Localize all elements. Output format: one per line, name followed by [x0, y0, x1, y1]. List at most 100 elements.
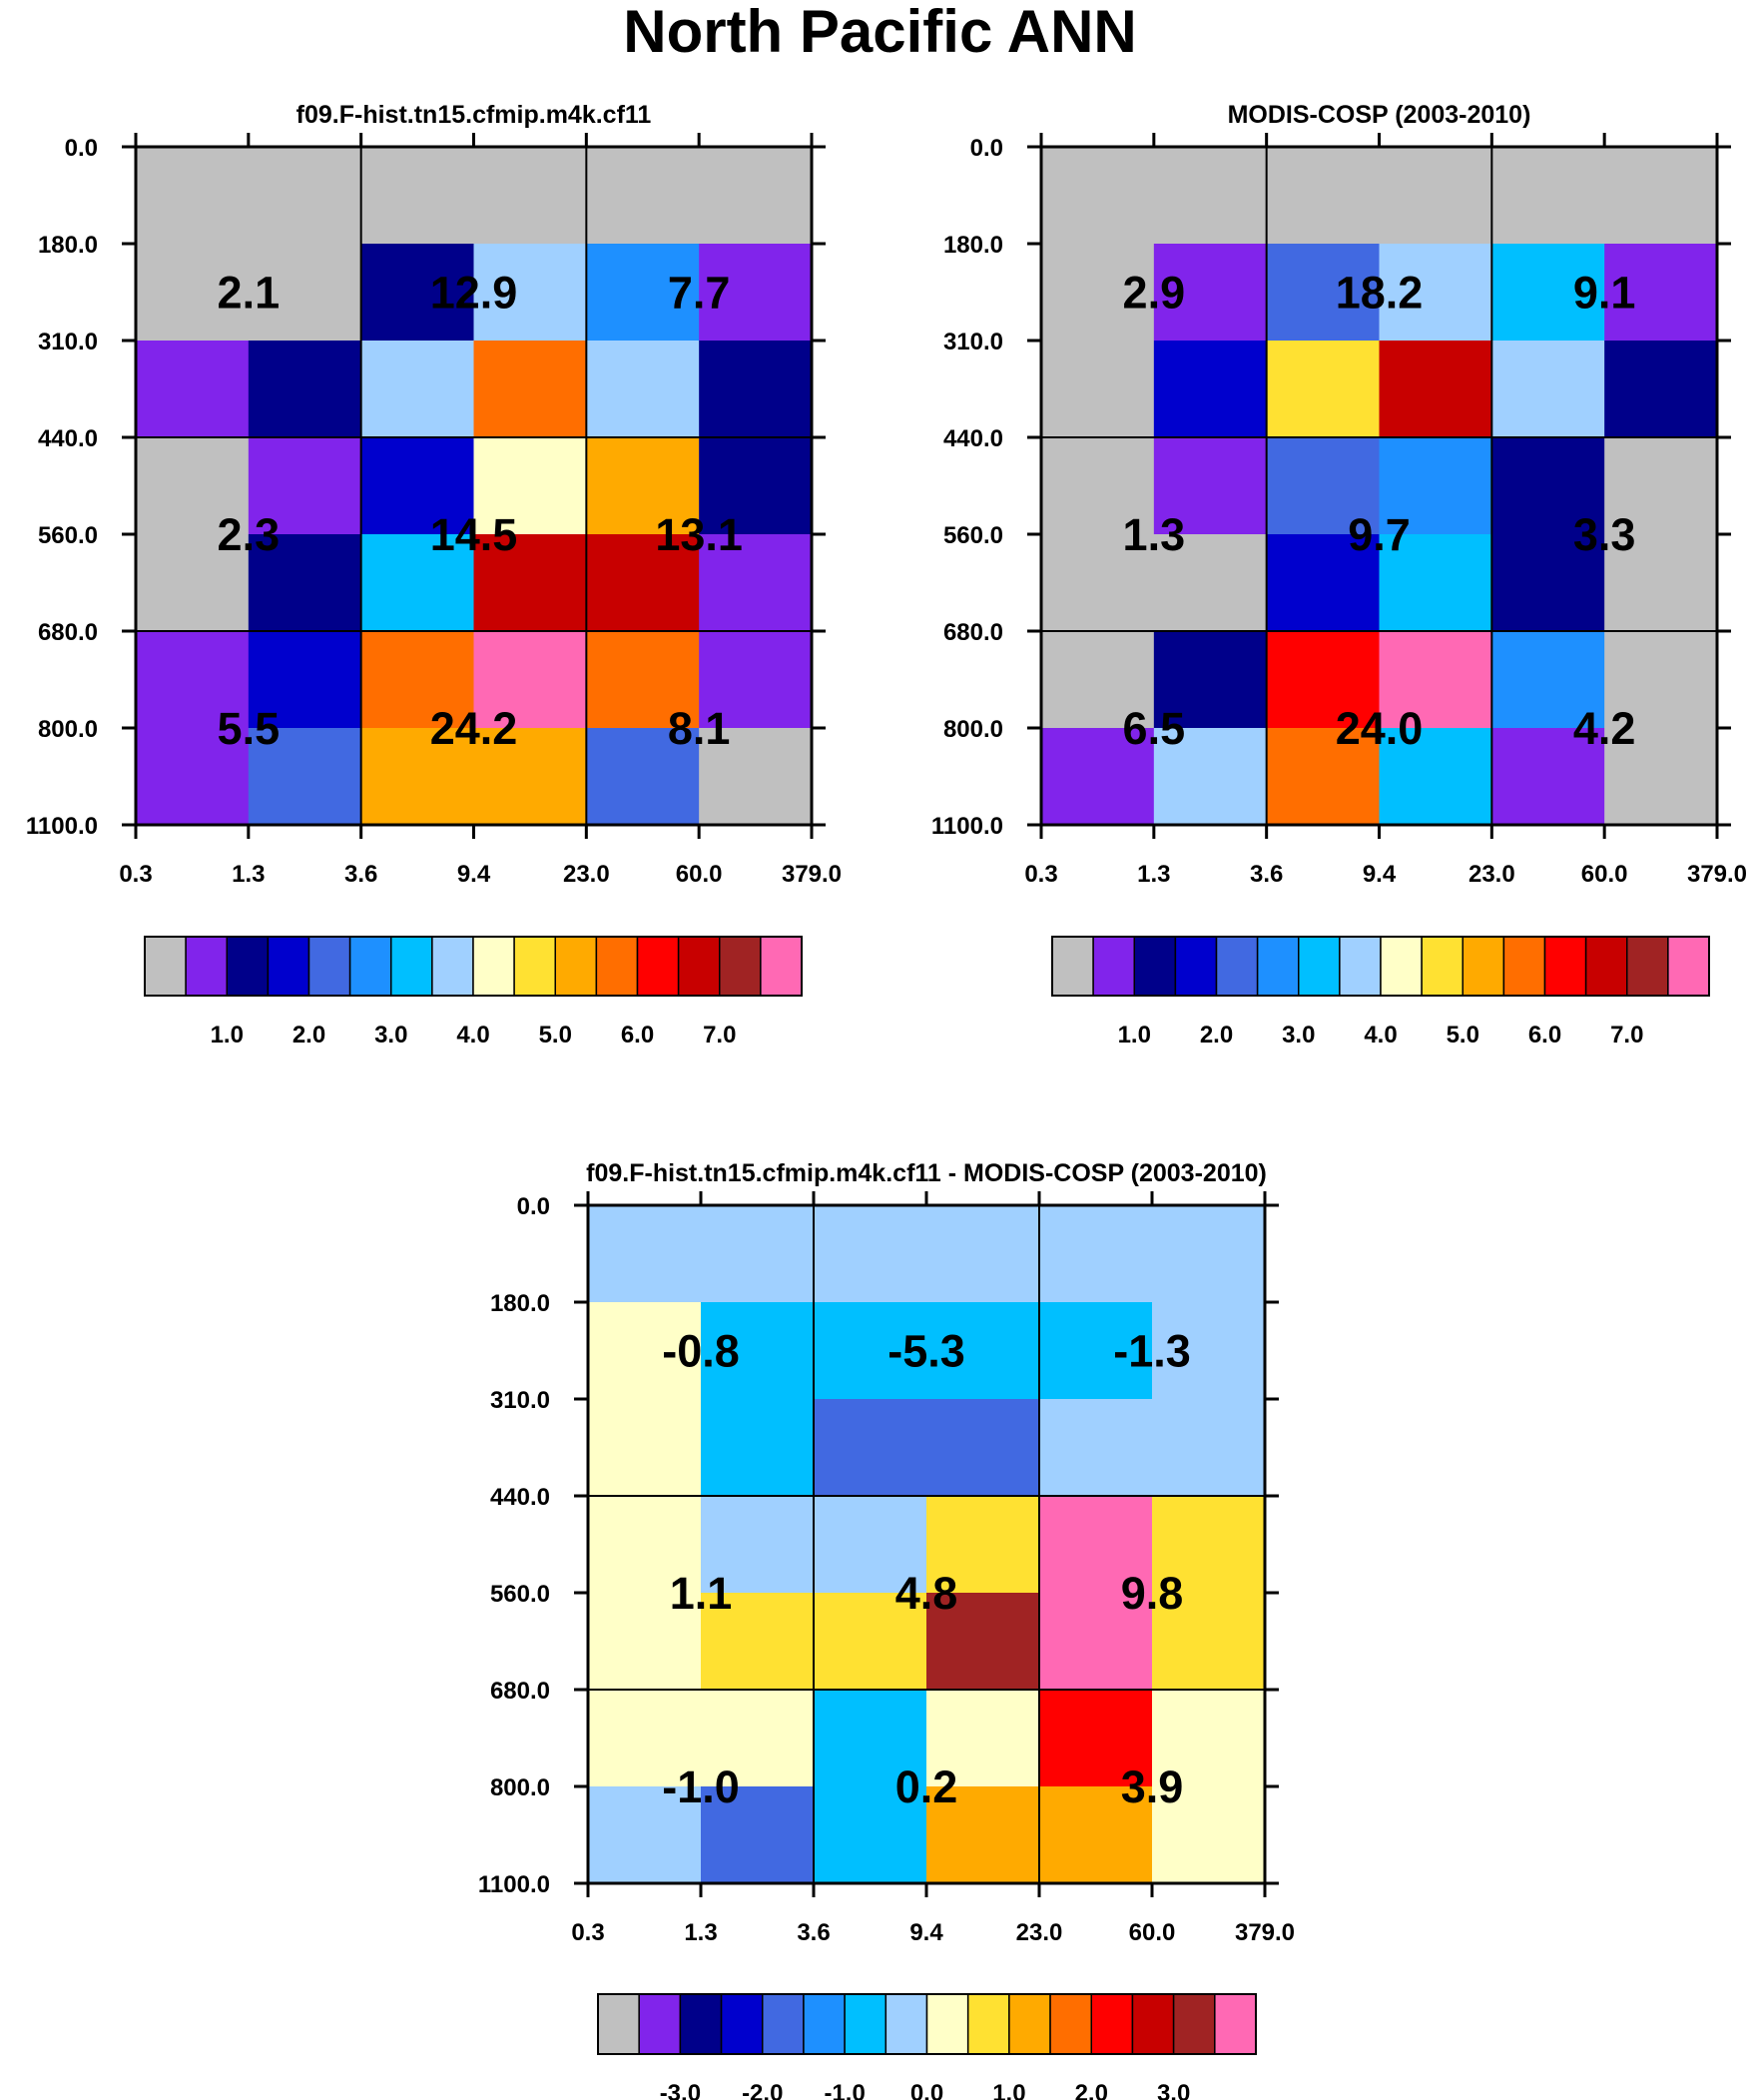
y-tick-label: 1100.0 [478, 1871, 550, 1898]
figure-title: North Pacific ANN [623, 0, 1137, 65]
heatmap-cell [814, 1302, 927, 1400]
heatmap-panel-3: f09.F-hist.tn15.cfmip.m4k.cf11 - MODIS-C… [478, 1159, 1295, 2100]
heatmap-cell [701, 1496, 815, 1594]
cell-value-label: -1.0 [662, 1761, 740, 1812]
heatmap-cell [1041, 631, 1155, 729]
cell-value-label: -5.3 [887, 1326, 965, 1377]
heatmap-cell [699, 437, 813, 535]
colorbar-swatch [185, 936, 228, 997]
colorbar-swatch [1090, 1993, 1134, 2055]
colorbar-label: 7.0 [1610, 1022, 1643, 1049]
heatmap-cell [1039, 1302, 1153, 1400]
colorbar-swatch [803, 1993, 846, 2055]
heatmap-cell [586, 244, 700, 342]
heatmap-cell [926, 1593, 1040, 1691]
heatmap-cell [248, 534, 362, 632]
cell-value-label: 8.1 [668, 703, 731, 754]
heatmap-cell [586, 728, 700, 826]
heatmap-cell [473, 728, 587, 826]
colorbar-swatch [1215, 936, 1259, 997]
heatmap-cell [1039, 1690, 1153, 1787]
x-tick-label: 1.3 [684, 1919, 717, 1946]
cell-value-label: 2.1 [218, 268, 281, 319]
heatmap-cell [136, 437, 250, 535]
heatmap-cell [1379, 631, 1492, 729]
y-tick-label: 680.0 [943, 619, 1003, 646]
colorbar-label: 0.0 [910, 2080, 943, 2100]
y-tick-label: 180.0 [38, 232, 98, 259]
heatmap-cell [1153, 244, 1268, 342]
heatmap-cell [473, 244, 587, 342]
colorbar-swatch [1667, 936, 1710, 997]
colorbar-swatch [1584, 936, 1628, 997]
heatmap-cell [701, 1593, 815, 1691]
heatmap-cell [699, 244, 813, 342]
heatmap-cell [473, 147, 587, 245]
colorbar-swatch [966, 1993, 1010, 2055]
y-tick-label: 440.0 [38, 425, 98, 452]
heatmap-cell [586, 534, 700, 632]
colorbar-swatch [762, 1993, 805, 2055]
heatmap-cell [586, 437, 700, 535]
heatmap-cell [1041, 437, 1155, 535]
heatmap-cell [586, 631, 700, 729]
colorbar-swatch [844, 1993, 887, 2055]
panel-title: f09.F-hist.tn15.cfmip.m4k.cf11 [296, 101, 652, 129]
heatmap-cell [1491, 534, 1605, 632]
heatmap-cell [1266, 437, 1381, 535]
colorbar-swatch [925, 1993, 969, 2055]
y-tick-label: 310.0 [943, 329, 1003, 355]
colorbar-swatch [677, 936, 721, 997]
heatmap-cell [699, 341, 813, 438]
heatmap-cell [926, 1690, 1040, 1787]
cell-value-label: 1.3 [1123, 509, 1186, 560]
heatmap-cell [1152, 1205, 1266, 1303]
heatmap-cell [1266, 728, 1381, 826]
cell-value-label: 24.0 [1336, 703, 1424, 754]
heatmap-cell [1266, 631, 1381, 729]
colorbar-swatch [760, 936, 803, 997]
heatmap-cell [926, 1205, 1040, 1303]
heatmap-cell [699, 728, 813, 826]
heatmap-cell [1152, 1786, 1266, 1884]
y-tick-label: 800.0 [38, 716, 98, 743]
y-tick-label: 680.0 [490, 1678, 550, 1705]
cell-value-label: 1.1 [670, 1568, 733, 1619]
heatmap-cell [473, 437, 587, 535]
cell-value-label: -0.8 [662, 1326, 740, 1377]
colorbar-swatch [226, 936, 270, 997]
x-tick-label: 1.3 [232, 861, 265, 888]
heatmap-cell [1153, 341, 1268, 438]
cell-value-label: 7.7 [668, 268, 731, 319]
cell-value-label: -1.3 [1113, 1326, 1191, 1377]
heatmap-cell [1152, 1593, 1266, 1691]
x-tick-label: 3.6 [797, 1919, 830, 1946]
y-tick-label: 0.0 [517, 1193, 550, 1220]
heatmap-cell [1153, 728, 1268, 826]
colorbar-swatch [1298, 936, 1341, 997]
x-tick-label: 9.4 [1363, 861, 1397, 888]
colorbar-label: 6.0 [621, 1022, 654, 1049]
x-tick-label: 23.0 [1468, 861, 1515, 888]
heatmap-cell [926, 1399, 1040, 1497]
x-tick-label: 23.0 [563, 861, 610, 888]
colorbar-label: 2.0 [293, 1022, 325, 1049]
colorbar-swatch [1092, 936, 1135, 997]
y-tick-label: 310.0 [38, 329, 98, 355]
heatmap-cell [588, 1786, 702, 1884]
x-tick-label: 0.3 [571, 1919, 604, 1946]
heatmap-cell [1266, 341, 1381, 438]
heatmap-cell [699, 631, 813, 729]
heatmap-cell [1152, 1690, 1266, 1787]
panel-title: MODIS-COSP (2003-2010) [1228, 101, 1531, 129]
colorbar-swatch [1502, 936, 1546, 997]
heatmap-cell [699, 534, 813, 632]
colorbar-label: 3.0 [1282, 1022, 1315, 1049]
colorbar-label: 3.0 [374, 1022, 407, 1049]
heatmap-cell [1379, 437, 1492, 535]
heatmap-cell [248, 728, 362, 826]
x-tick-label: 0.3 [119, 861, 152, 888]
y-tick-label: 800.0 [490, 1774, 550, 1801]
heatmap-cell [1039, 1786, 1153, 1884]
cell-value-label: 13.1 [655, 509, 743, 560]
